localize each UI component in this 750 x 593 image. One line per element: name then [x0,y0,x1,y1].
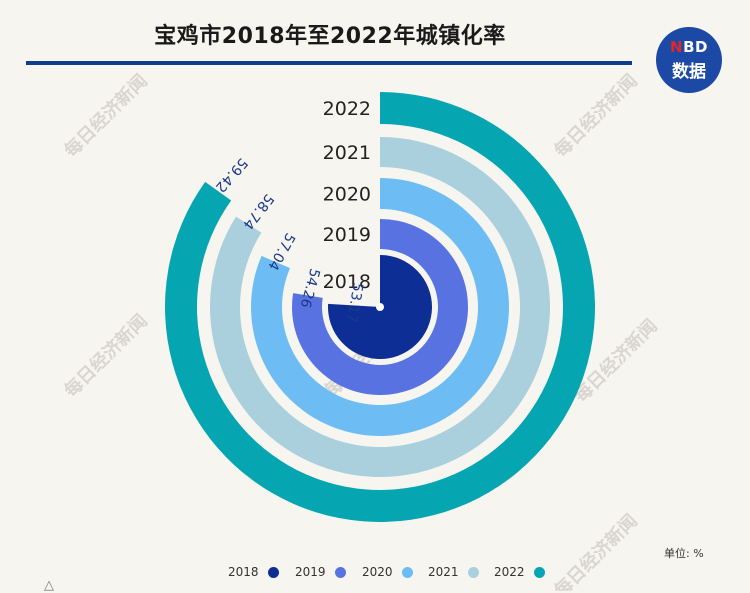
logo-subtext: 数据 [672,62,706,82]
category-label-2019: 2019 [323,224,371,246]
legend-label: 2020 [362,565,393,579]
title-underline [26,61,632,65]
value-label-2022: 59.42 [212,155,251,196]
watermark-text: 每日经济新闻 [550,510,642,591]
legend-swatch [335,567,346,578]
watermark-text: 每日经济新闻 [60,70,152,162]
chart-legend: 2018 2019 2020 2021 2022 [228,563,558,581]
legend-label: 2019 [295,565,326,579]
logo-wordmark: NBD [670,38,708,56]
category-label-2018: 2018 [323,271,371,293]
watermark-text: 每日经济新闻 [60,310,152,402]
value-label-2020: 57.04 [264,230,298,273]
legend-swatch [268,567,279,578]
legend-label: 2021 [428,565,459,579]
bar-2019 [292,219,469,396]
chart-title: 宝鸡市2018年至2022年城镇化率 [154,24,506,49]
center-dot [376,303,384,311]
category-label-2022: 2022 [323,98,371,120]
corner-triangle-icon: △ [44,578,54,593]
value-label-2018: 53.17 [343,282,365,324]
category-label-2020: 2020 [323,184,371,206]
legend-swatch [468,567,479,578]
category-label-2021: 2021 [323,142,371,164]
unit-label: 单位: % [664,547,704,560]
legend-label: 2022 [494,565,525,579]
legend-label: 2018 [228,565,259,579]
watermark-text: 每日经济新闻 [550,70,642,162]
nbd-logo: NBD 数据 [656,27,722,93]
legend-swatch [534,567,545,578]
legend-swatch [402,567,413,578]
value-label-2021: 58.74 [239,191,276,232]
